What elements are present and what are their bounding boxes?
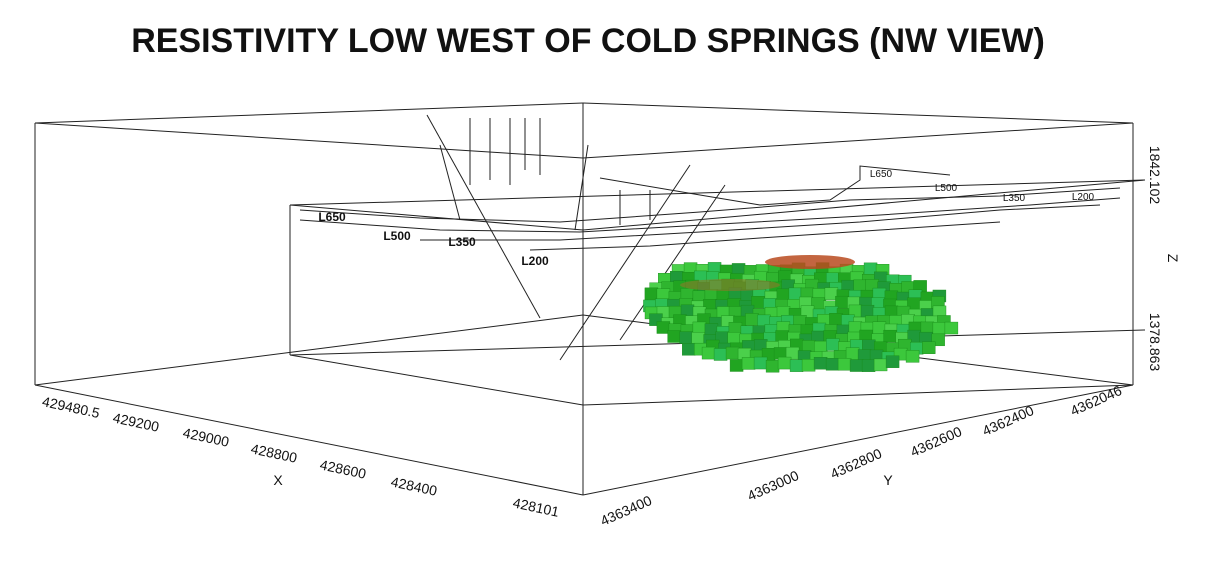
voxel [845, 347, 860, 360]
survey-line-label: L350 [1003, 193, 1026, 204]
tick-label: 1378.863 [1147, 313, 1163, 372]
title: RESISTIVITY LOW WEST OF COLD SPRINGS (NW… [131, 22, 1045, 60]
tick-label: 428600 [319, 456, 368, 481]
high-zone [765, 255, 855, 269]
voxel [765, 360, 780, 373]
voxel [829, 313, 843, 326]
voxel [701, 346, 716, 360]
survey-line-label: L350 [448, 235, 476, 249]
survey-line-label: L200 [1072, 192, 1095, 203]
voxel [861, 359, 876, 372]
tick-label: 428400 [390, 473, 439, 498]
voxel [713, 348, 728, 361]
tick-label: 4363400 [598, 492, 654, 529]
voxel [825, 358, 840, 371]
voxel [801, 359, 816, 372]
survey-line-label: L500 [383, 229, 411, 243]
voxel [682, 343, 696, 356]
voxel [944, 321, 959, 335]
voxel [885, 355, 900, 368]
voxel [905, 350, 920, 363]
survey-line-label: L200 [521, 254, 549, 268]
high-zone [680, 279, 780, 291]
tick-label: 429480.5 [41, 393, 102, 421]
voxel [932, 322, 947, 335]
voxel [667, 330, 681, 343]
tick-label: 4362400 [980, 402, 1036, 439]
voxel [644, 287, 659, 301]
voxel [776, 288, 791, 302]
voxel [922, 341, 936, 354]
y-axis-label: Y [883, 472, 893, 488]
voxel [727, 332, 741, 345]
tick-label: 429200 [112, 409, 161, 434]
tick-label: 429000 [182, 424, 231, 449]
voxel [883, 329, 897, 343]
resistivity-body [643, 255, 959, 373]
voxel [813, 357, 828, 370]
tick-label: 4362800 [828, 445, 884, 482]
survey-line-label: L650 [318, 210, 346, 224]
voxel [789, 359, 804, 372]
voxel [729, 359, 744, 372]
tick-label: 428101 [512, 494, 561, 519]
voxel [777, 356, 792, 370]
x-axis-label: X [273, 472, 283, 488]
tick-label: 1842.102 [1147, 146, 1163, 205]
voxel [873, 358, 888, 372]
tick-label: 4363000 [745, 467, 801, 504]
z-axis-label: Z [1165, 254, 1181, 263]
voxel [837, 358, 852, 371]
voxel [860, 304, 875, 318]
voxel [691, 332, 705, 345]
voxel [826, 338, 840, 351]
voxel [679, 331, 693, 344]
voxel [745, 313, 759, 326]
survey-line-label: L650 [870, 169, 893, 180]
voxel [725, 346, 740, 360]
voxel [753, 356, 768, 370]
voxel [741, 357, 756, 370]
tick-label: 428800 [250, 440, 299, 465]
voxel [849, 359, 864, 372]
survey-line-label: L500 [935, 183, 958, 194]
